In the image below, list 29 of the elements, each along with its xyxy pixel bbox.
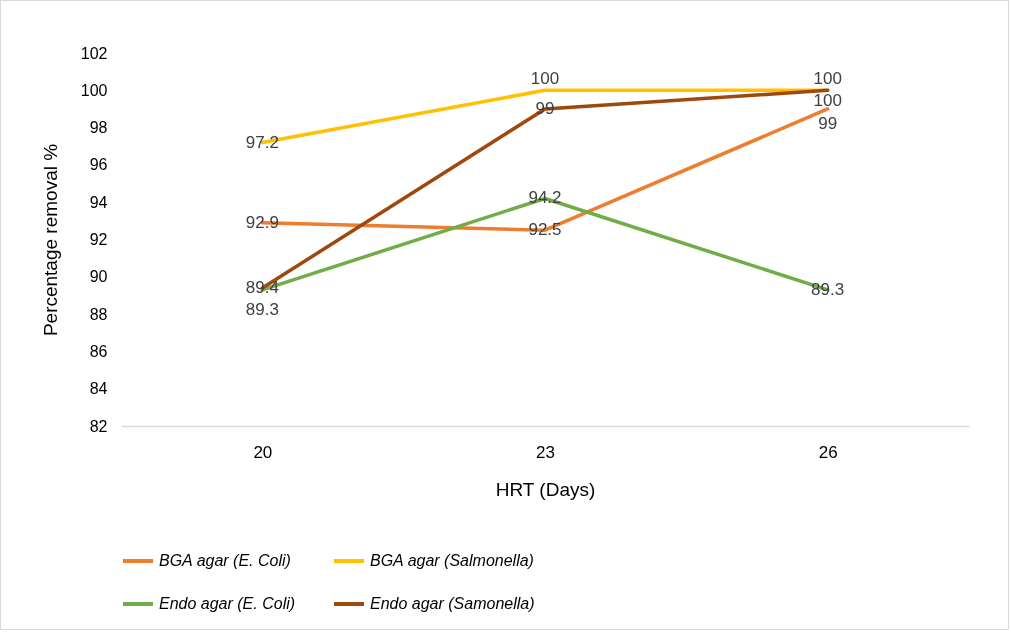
x-axis-title: HRT (Days) [495,478,596,500]
x-tick-label: 26 [818,442,838,462]
y-tick-label: 90 [89,268,108,286]
data-label: 92.9 [245,212,279,232]
y-tick-label: 98 [89,119,108,137]
legend-label: Endo agar (E. Coli) [159,595,296,612]
data-label: 89.3 [245,300,279,320]
y-tick-label: 92 [89,231,108,248]
legend-label: BGA agar (E. Coli) [159,552,291,569]
data-label: 100 [530,69,560,89]
data-label: 89.4 [245,277,279,297]
y-tick-label: 86 [89,342,108,360]
data-label: 100 [813,69,842,89]
legend-label: Endo agar (Samonella) [370,595,535,612]
legend-label: BGA agar (Salmonella) [370,552,534,569]
data-label: 100 [813,91,842,111]
x-tick-label: 23 [536,442,555,462]
data-label: 89.3 [811,279,845,299]
y-tick-label: 96 [89,156,108,174]
y-tick-label: 84 [89,380,108,398]
y-tick-label: 94 [89,193,108,211]
data-label: 99 [818,113,838,133]
y-tick-label: 102 [80,44,108,62]
y-axis-title: Percentage removal % [39,143,61,337]
data-label: 97.2 [245,132,279,152]
x-tick-label: 20 [253,442,273,462]
y-tick-label: 82 [89,417,108,435]
y-tick-label: 88 [89,305,108,323]
y-tick-label: 100 [80,81,108,99]
